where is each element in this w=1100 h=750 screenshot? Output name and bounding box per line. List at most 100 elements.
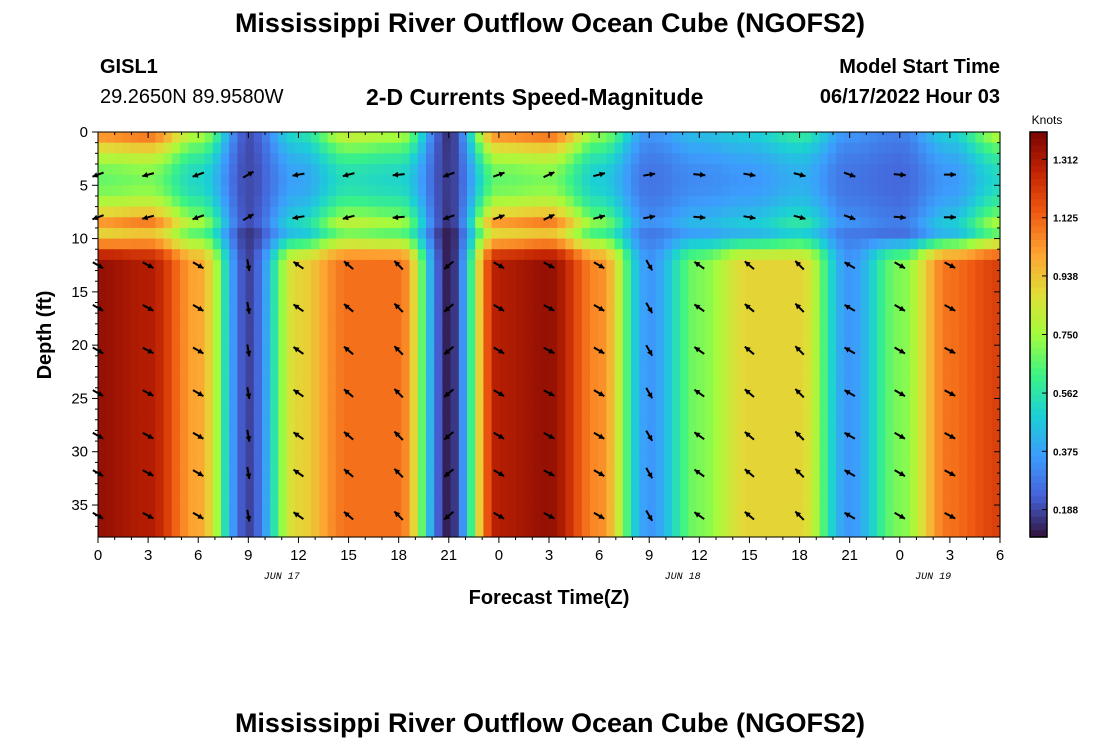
heatmap-cell bbox=[672, 451, 681, 463]
heatmap-cell bbox=[401, 419, 411, 432]
heatmap-cell bbox=[762, 259, 771, 272]
heatmap-cell bbox=[311, 249, 320, 261]
heatmap-cell bbox=[877, 345, 886, 357]
heatmap-cell bbox=[450, 377, 460, 389]
heatmap-cell bbox=[376, 217, 386, 229]
heatmap-cell bbox=[819, 323, 829, 336]
current-arrow bbox=[443, 511, 455, 521]
heatmap-cell bbox=[376, 334, 386, 346]
heatmap-cell bbox=[130, 302, 140, 314]
heatmap-cell bbox=[639, 153, 648, 165]
heatmap-cell bbox=[631, 249, 640, 261]
heatmap-cell bbox=[991, 345, 1001, 357]
heatmap-cell bbox=[573, 142, 583, 154]
heatmap-cell bbox=[196, 153, 206, 165]
heatmap-cell bbox=[778, 185, 788, 197]
heatmap-cell bbox=[221, 132, 230, 144]
heatmap-cell bbox=[893, 398, 903, 410]
heatmap-cell bbox=[303, 270, 312, 282]
heatmap-cell bbox=[975, 227, 985, 240]
heatmap-cell bbox=[606, 483, 616, 495]
heatmap-cell bbox=[614, 302, 624, 314]
heatmap-cell bbox=[319, 366, 329, 378]
heatmap-cell bbox=[245, 302, 255, 314]
heatmap-cell bbox=[458, 185, 468, 197]
heatmap-cell bbox=[549, 473, 558, 485]
heatmap-cell bbox=[926, 249, 935, 261]
heatmap-cell bbox=[573, 313, 583, 325]
heatmap-cell bbox=[139, 313, 148, 325]
heatmap-cell bbox=[204, 451, 214, 463]
heatmap-cell bbox=[212, 323, 222, 336]
heatmap-cell bbox=[860, 345, 870, 357]
heatmap-cell bbox=[409, 430, 419, 442]
heatmap-cell bbox=[442, 270, 452, 282]
heatmap-cell bbox=[893, 473, 903, 485]
heatmap-cell bbox=[327, 494, 337, 506]
heatmap-cell bbox=[221, 483, 230, 495]
heatmap-cell bbox=[409, 195, 419, 208]
heatmap-cell bbox=[122, 462, 132, 474]
heatmap-cell bbox=[237, 355, 247, 368]
heatmap-cell bbox=[721, 451, 730, 463]
heatmap-cell bbox=[827, 473, 837, 485]
heatmap-cell bbox=[885, 494, 894, 506]
heatmap-cell bbox=[286, 473, 296, 485]
heatmap-cell bbox=[352, 313, 361, 325]
heatmap-cell bbox=[573, 345, 583, 357]
heatmap-cell bbox=[188, 419, 197, 432]
heatmap-cell bbox=[819, 505, 829, 517]
heatmap-cell bbox=[565, 174, 575, 186]
heatmap-cell bbox=[426, 451, 435, 463]
heatmap-cell bbox=[926, 291, 935, 304]
heatmap-cell bbox=[549, 345, 558, 357]
heatmap-cell bbox=[426, 323, 435, 336]
heatmap-cell bbox=[450, 238, 460, 250]
heatmap-cell bbox=[737, 451, 747, 463]
heatmap-cell bbox=[163, 259, 173, 272]
heatmap-cell bbox=[417, 377, 427, 389]
heatmap-cell bbox=[524, 515, 534, 527]
heatmap-cell bbox=[270, 462, 279, 474]
heatmap-cell bbox=[442, 132, 452, 144]
heatmap-cell bbox=[778, 441, 788, 453]
heatmap-cell bbox=[909, 366, 919, 378]
heatmap-cell bbox=[499, 195, 509, 208]
heatmap-cell bbox=[950, 217, 960, 229]
heatmap-cell bbox=[631, 451, 640, 463]
heatmap-cell bbox=[385, 345, 394, 357]
heatmap-cell bbox=[983, 334, 993, 346]
heatmap-cell bbox=[417, 249, 427, 261]
heatmap-cell bbox=[327, 398, 337, 410]
current-arrow bbox=[342, 172, 355, 178]
heatmap-cell bbox=[590, 185, 599, 197]
heatmap-cell bbox=[549, 313, 558, 325]
heatmap-cell bbox=[426, 441, 435, 453]
heatmap-cell bbox=[860, 206, 870, 218]
heatmap-cell bbox=[221, 217, 230, 229]
heatmap-cell bbox=[426, 313, 435, 325]
heatmap-cell bbox=[934, 153, 944, 165]
heatmap-cell bbox=[171, 227, 181, 240]
heatmap-cell bbox=[327, 515, 337, 527]
x-tick-label: 12 bbox=[691, 547, 708, 564]
heatmap-cell bbox=[672, 153, 681, 165]
current-arrow bbox=[593, 214, 606, 220]
heatmap-cell bbox=[762, 238, 771, 250]
heatmap-cell bbox=[983, 398, 993, 410]
heatmap-cell bbox=[622, 441, 632, 453]
heatmap-cell bbox=[499, 505, 509, 517]
heatmap-cell bbox=[352, 409, 361, 421]
heatmap-cell bbox=[909, 462, 919, 474]
heatmap-cell bbox=[180, 142, 189, 154]
heatmap-cell bbox=[417, 206, 427, 218]
heatmap-cell bbox=[352, 206, 361, 218]
heatmap-cell bbox=[311, 323, 320, 336]
heatmap-cell bbox=[122, 430, 132, 442]
heatmap-cell bbox=[245, 366, 255, 378]
heatmap-cell bbox=[237, 515, 247, 527]
heatmap-cell bbox=[729, 441, 739, 453]
heatmap-cell bbox=[409, 419, 419, 432]
heatmap-cell bbox=[450, 494, 460, 506]
heatmap-cell bbox=[885, 462, 894, 474]
